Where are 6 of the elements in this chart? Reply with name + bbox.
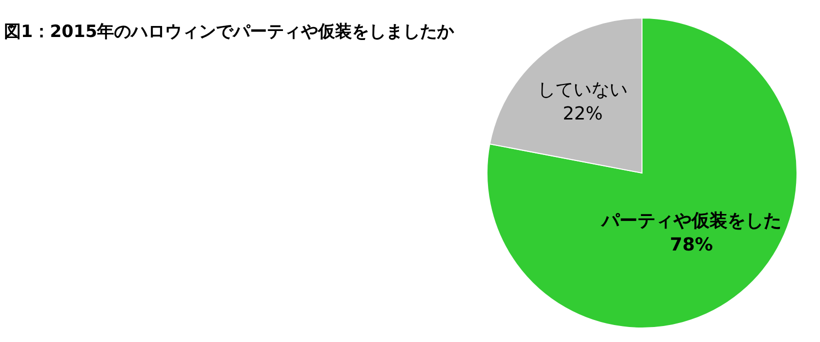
data-label: 22%	[562, 103, 603, 124]
text: 図1：2015年のハロウィンでパーティや仮装をしましたか	[4, 21, 454, 43]
data-label: 78%	[670, 234, 713, 256]
pie-slice	[486, 18, 798, 328]
slice-label: パーティや仮装をした	[600, 210, 782, 232]
slice-label: していない	[538, 79, 628, 100]
